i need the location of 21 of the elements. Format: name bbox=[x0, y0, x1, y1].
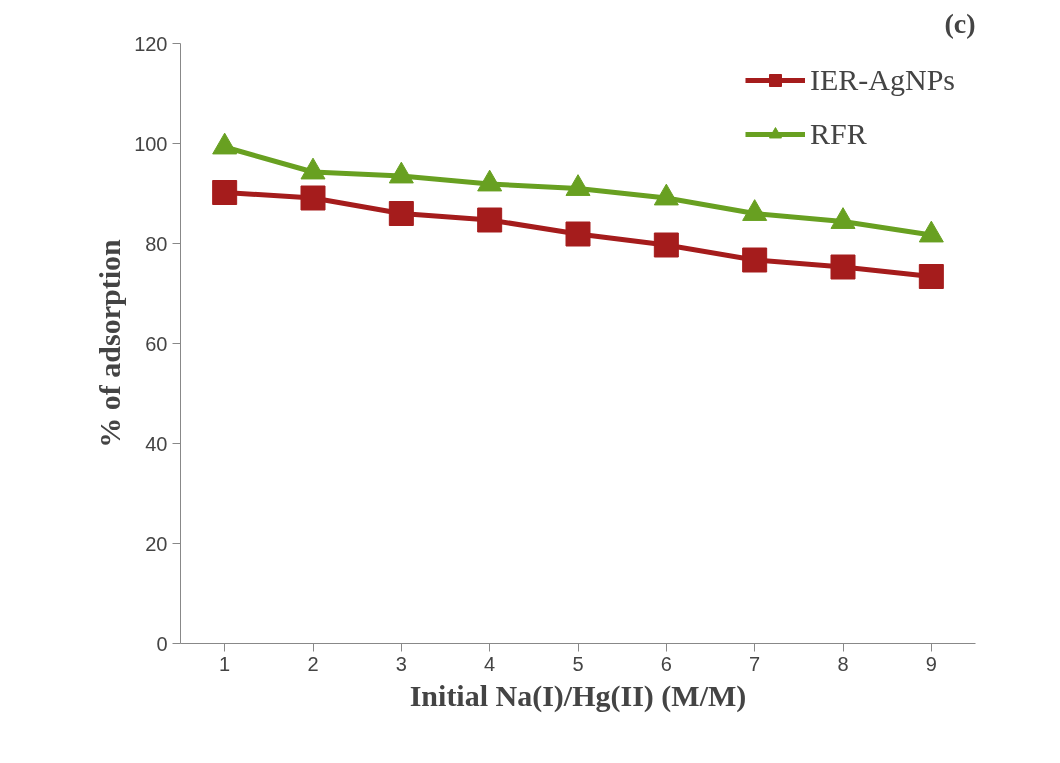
x-tick-label: 7 bbox=[749, 652, 761, 675]
y-tick-label: 120 bbox=[134, 32, 168, 55]
y-tick-label: 40 bbox=[145, 432, 168, 455]
y-tick-label: 100 bbox=[134, 132, 168, 155]
x-axis-title: Initial Na(I)/Hg(II) (M/M) bbox=[409, 678, 747, 713]
x-tick-label: 1 bbox=[219, 652, 231, 675]
x-tick-label: 2 bbox=[307, 652, 319, 675]
x-tick-label: 6 bbox=[660, 652, 672, 675]
x-tick-label: 8 bbox=[837, 652, 849, 675]
text: (c) bbox=[944, 7, 976, 39]
y-tick-label: 60 bbox=[145, 332, 168, 355]
x-tick-label: 5 bbox=[572, 652, 584, 675]
legend-label: IER-AgNPs bbox=[809, 63, 955, 97]
x-tick-label: 9 bbox=[925, 652, 937, 675]
legend-label: RFR bbox=[809, 117, 867, 151]
y-tick-label: 20 bbox=[145, 532, 168, 555]
y-tick-label: 0 bbox=[156, 632, 168, 655]
x-tick-label: 3 bbox=[395, 652, 407, 675]
y-tick-label: 80 bbox=[145, 232, 168, 255]
y-axis-title: % of adsorption bbox=[93, 239, 127, 448]
x-tick-label: 4 bbox=[484, 652, 496, 675]
